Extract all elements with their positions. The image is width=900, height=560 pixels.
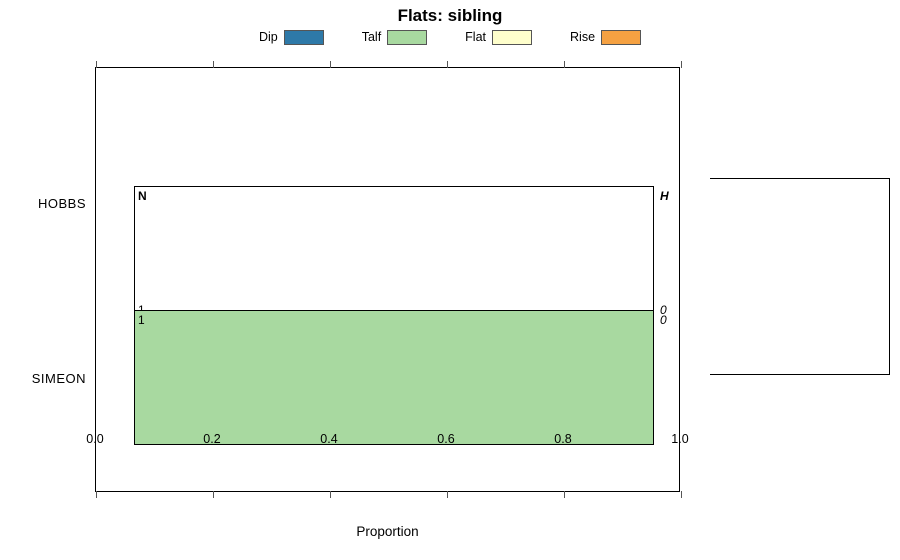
bar-simeon-corner-topright: 0	[660, 313, 667, 327]
xaxis-tick-bottom-4	[564, 491, 565, 498]
xaxis-tick-top-4	[564, 61, 565, 68]
xaxis-tick-top-5	[681, 61, 682, 68]
xaxis-tick-bottom-3	[447, 491, 448, 498]
floating-bracket-shape	[710, 178, 890, 375]
xaxis-tick-label-3: 0.6	[437, 432, 454, 446]
xaxis-tick-top-0	[96, 61, 97, 68]
xaxis-tick-label-1: 0.2	[203, 432, 220, 446]
xaxis-tick-bottom-1	[213, 491, 214, 498]
bracket-top-edge	[710, 178, 890, 179]
legend: Dip Talf Flat Rise	[0, 27, 900, 47]
bracket-bottom-edge	[710, 374, 890, 375]
legend-entry-rise: Rise	[570, 30, 641, 45]
group-label-simeon: SIMEON	[6, 371, 86, 386]
chart-title: Flats: sibling	[0, 6, 900, 26]
xaxis-tick-top-1	[213, 61, 214, 68]
xaxis-tick-label-4: 0.8	[554, 432, 571, 446]
legend-entry-dip: Dip	[259, 30, 324, 45]
legend-label-talf: Talf	[362, 30, 381, 44]
xaxis-tick-bottom-0	[96, 491, 97, 498]
legend-label-rise: Rise	[570, 30, 595, 44]
legend-entry-talf: Talf	[362, 30, 427, 45]
xaxis-tick-label-0: 0.0	[86, 432, 103, 446]
bar-hobbs-corner-topleft: N	[138, 189, 147, 203]
xaxis-tick-top-3	[447, 61, 448, 68]
xaxis-tick-bottom-2	[330, 491, 331, 498]
bar-hobbs-corner-topright: H	[660, 189, 669, 203]
legend-entry-flat: Flat	[465, 30, 532, 45]
bar-simeon-corner-topleft: 1	[138, 313, 145, 327]
bar-hobbs[interactable]	[134, 186, 654, 314]
xaxis-tick-label-5: 1.0	[671, 432, 688, 446]
bracket-right-edge	[889, 178, 890, 375]
legend-label-flat: Flat	[465, 30, 486, 44]
plot-area: HOBBS N H 1 0 SIMEON 1 0	[95, 67, 680, 492]
xaxis-title-label: Proportion	[95, 524, 680, 539]
legend-swatch-dip	[284, 30, 324, 45]
xaxis-tick-top-2	[330, 61, 331, 68]
legend-swatch-talf	[387, 30, 427, 45]
legend-label-dip: Dip	[259, 30, 278, 44]
xaxis-tick-label-2: 0.4	[320, 432, 337, 446]
legend-swatch-rise	[601, 30, 641, 45]
xaxis-tick-bottom-5	[681, 491, 682, 498]
legend-swatch-flat	[492, 30, 532, 45]
bar-simeon[interactable]	[134, 310, 654, 445]
group-label-hobbs: HOBBS	[6, 196, 86, 211]
